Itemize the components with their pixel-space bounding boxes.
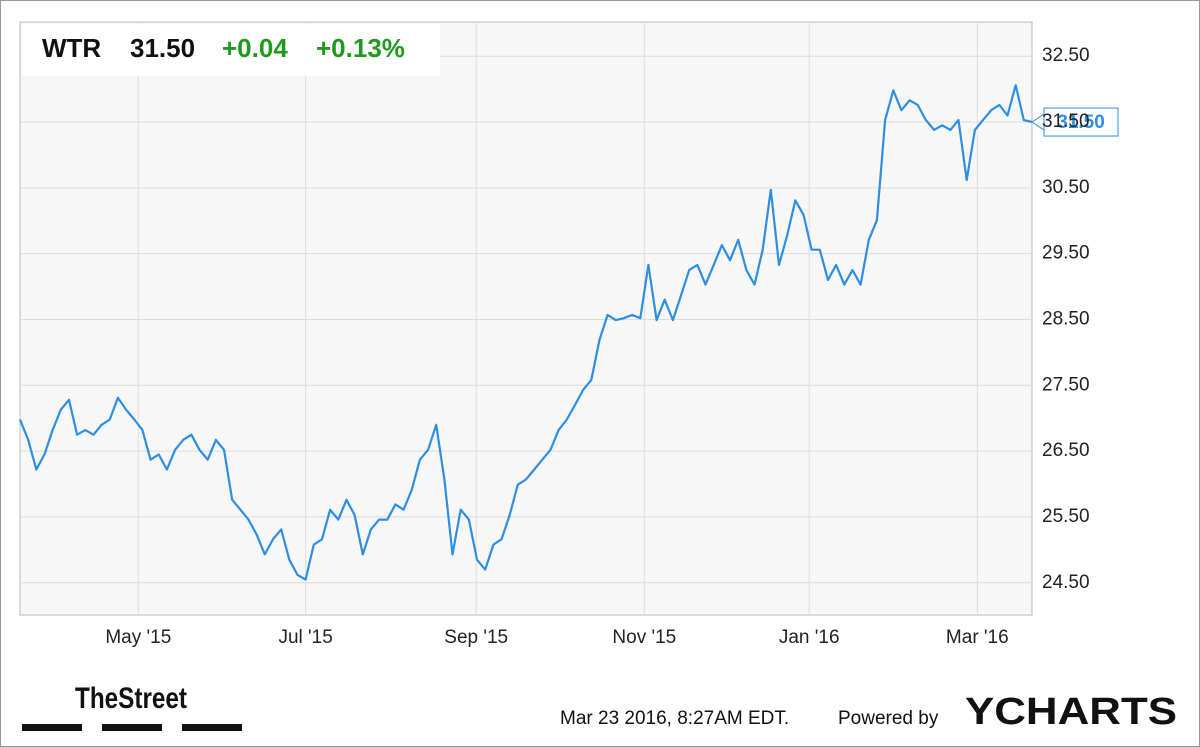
provider-logo: YCHARTS — [965, 691, 1177, 733]
y-tick-label: 24.50 — [1042, 572, 1090, 593]
y-tick-label: 26.50 — [1042, 440, 1090, 461]
x-tick-label: Jul '15 — [278, 627, 332, 648]
plot-area — [19, 21, 1033, 616]
last-price-label: 31.50 — [1057, 112, 1105, 133]
y-tick-label: 30.50 — [1042, 177, 1090, 198]
x-tick-label: Nov '15 — [612, 627, 676, 648]
x-tick-label: Jan '16 — [779, 627, 840, 648]
y-tick-label: 28.50 — [1042, 309, 1090, 330]
y-tick-label: 29.50 — [1042, 243, 1090, 264]
last-price-box — [1043, 107, 1119, 137]
x-tick-label: Mar '16 — [946, 627, 1009, 648]
price: 31.50 — [130, 33, 195, 63]
symbol: WTR — [42, 33, 101, 63]
header-box — [22, 24, 440, 76]
logo-bar — [102, 724, 162, 731]
y-tick-label: 25.50 — [1042, 506, 1090, 527]
y-tick-label: 31.50 — [1042, 111, 1090, 132]
brand-logo: TheStreet — [75, 682, 187, 715]
logo-bar — [182, 724, 242, 731]
y-tick-label: 32.50 — [1042, 45, 1090, 66]
x-tick-label: Sep '15 — [444, 627, 508, 648]
y-tick-label: 27.50 — [1042, 374, 1090, 395]
change-pct: +0.13% — [316, 33, 405, 63]
price-line — [18, 84, 1033, 581]
timestamp: Mar 23 2016, 8:27AM EDT. — [560, 708, 789, 729]
powered-by: Powered by — [838, 708, 939, 729]
x-tick-label: May '15 — [105, 627, 171, 648]
logo-bar — [22, 724, 82, 731]
change: +0.04 — [222, 33, 288, 63]
